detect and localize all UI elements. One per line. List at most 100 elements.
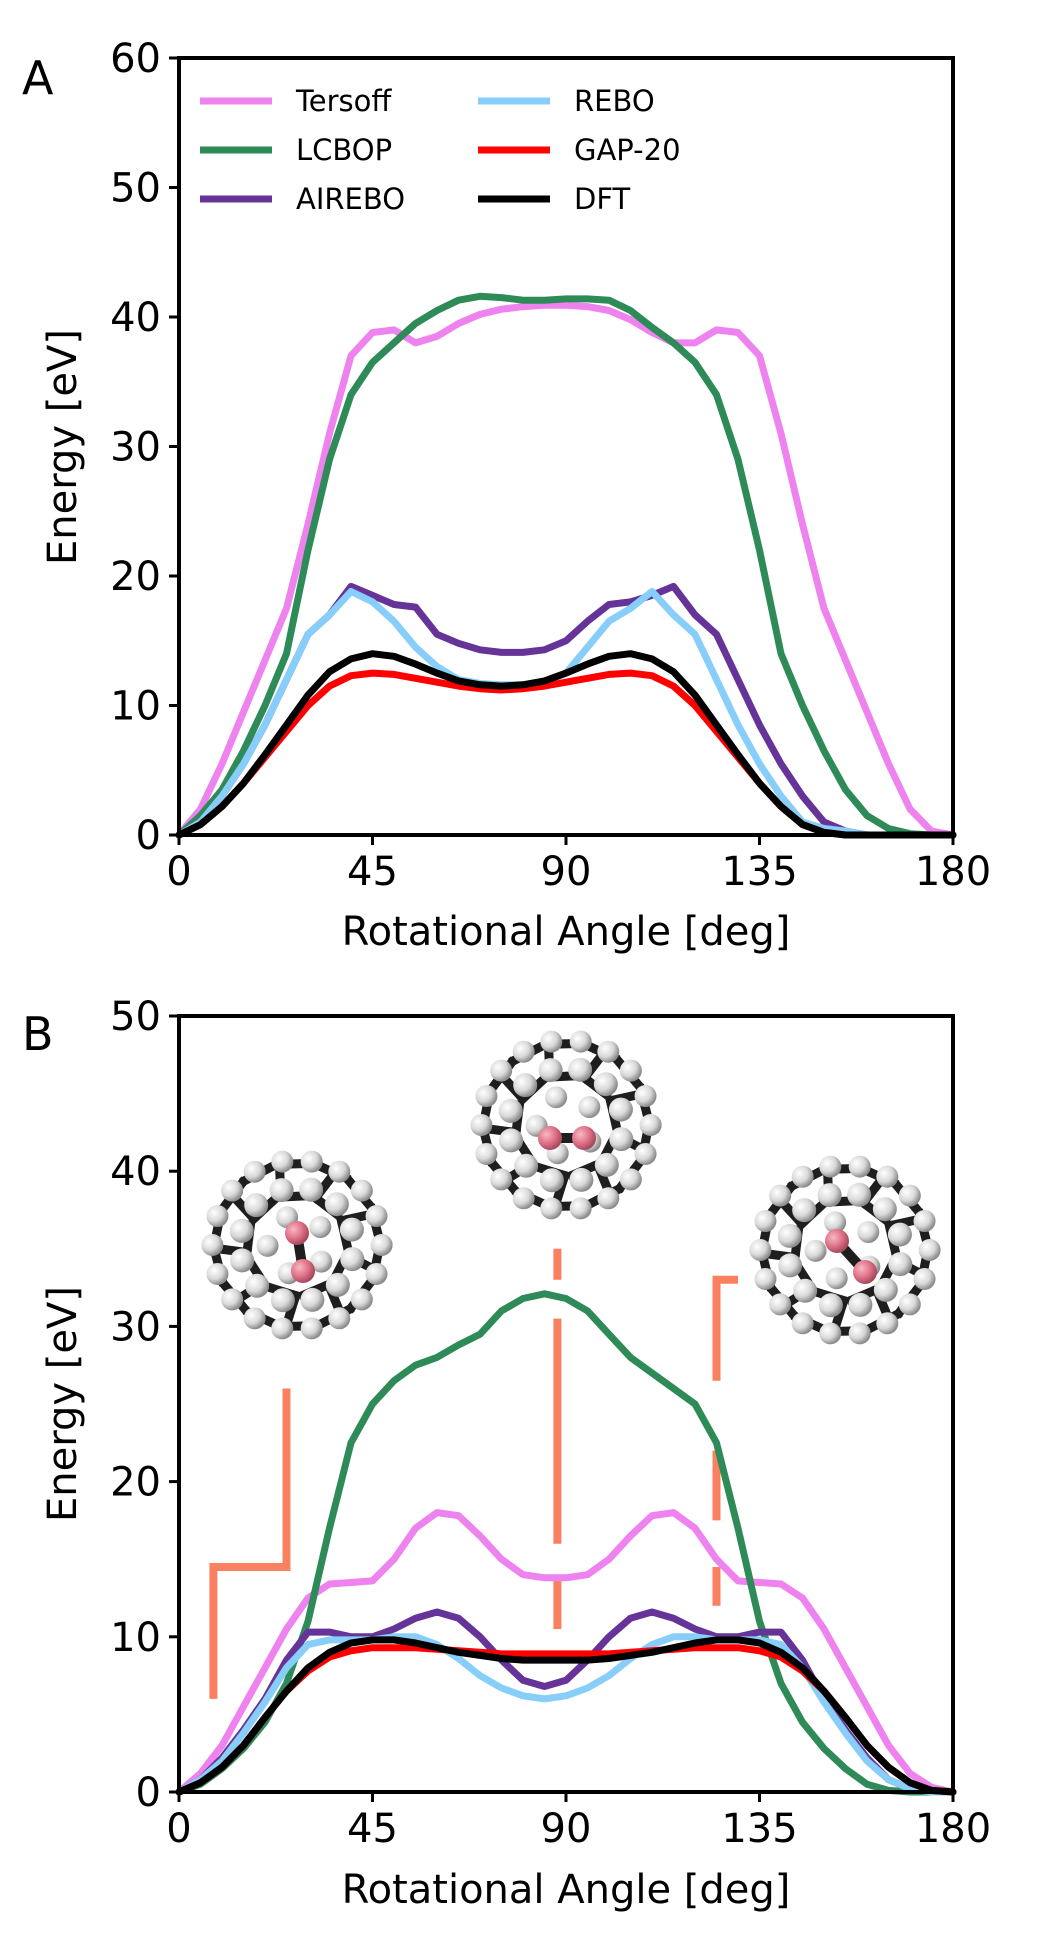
- carbon-atom: [569, 1197, 592, 1220]
- start-marker: [209, 1388, 291, 1699]
- carbon-atom: [594, 1152, 619, 1177]
- series-line-tersoff: [175, 1509, 957, 1796]
- panel-label-a: A: [22, 51, 54, 105]
- carbon-atom: [300, 1150, 323, 1173]
- carbon-atom: [778, 1253, 803, 1278]
- carbon-atom: [350, 1179, 373, 1202]
- carbon-atom: [514, 1153, 539, 1178]
- carbon-atom: [609, 1127, 634, 1152]
- carbon-atom: [848, 1322, 871, 1345]
- x-tick-label: 135: [721, 1806, 797, 1852]
- carbon-atom: [777, 1223, 802, 1248]
- y-tick-label: 40: [110, 1149, 161, 1195]
- panel-a-ticks: 0 45 90 135 180 0 10 20 30 40 50 60: [110, 36, 991, 895]
- y-tick-label: 20: [110, 1460, 161, 1506]
- carbon-atom: [339, 1217, 364, 1242]
- carbon-atom: [597, 1040, 620, 1063]
- panel-b: B 0 45 90 135 180 0 10 20 30 40 50 Rotational Angl…: [22, 994, 991, 1913]
- carbon-atom: [365, 1205, 388, 1228]
- highlighted-atom: [572, 1126, 596, 1150]
- y-tick-label: 20: [110, 554, 161, 600]
- carbon-atom: [804, 1239, 827, 1262]
- carbon-atom: [512, 1187, 535, 1210]
- series-line-lcbop: [175, 292, 957, 839]
- y-tick-label: 50: [110, 166, 161, 212]
- carbon-atom: [876, 1312, 899, 1335]
- carbon-atom: [818, 1293, 843, 1318]
- legend-label: DFT: [574, 182, 631, 216]
- carbon-atom: [872, 1197, 897, 1222]
- carbon-atom: [206, 1205, 229, 1228]
- carbon-atom: [328, 1160, 351, 1183]
- carbon-atom: [221, 1179, 244, 1202]
- x-tick-label: 180: [915, 849, 991, 895]
- carbon-atom: [857, 1221, 880, 1244]
- carbon-atom: [309, 1216, 332, 1239]
- carbon-atom: [824, 1211, 847, 1234]
- carbon-atom: [310, 1250, 333, 1273]
- carbon-atom: [300, 1317, 323, 1340]
- highlighted-atom: [853, 1260, 877, 1284]
- y-tick-label: 10: [110, 684, 161, 730]
- legend-label: REBO: [574, 84, 655, 118]
- carbon-atom: [791, 1165, 814, 1188]
- carbon-atom: [229, 1218, 254, 1243]
- panel-a-legend: Tersoff LCBOP AIREBO REBO GAP-20 DFT: [200, 84, 681, 216]
- carbon-atom: [593, 1072, 618, 1097]
- fullerene-middle-image: [470, 1030, 662, 1220]
- carbon-atom: [230, 1248, 255, 1273]
- carbon-atom: [792, 1198, 817, 1223]
- carbon-atom: [769, 1184, 792, 1207]
- y-tick-label: 0: [136, 813, 161, 859]
- carbon-atom: [328, 1307, 351, 1330]
- panel-a-series: [175, 292, 957, 839]
- carbon-atom: [825, 1267, 848, 1290]
- panel-b-markers: [209, 1248, 738, 1699]
- carbon-atom: [350, 1288, 373, 1311]
- series-line-lcbop: [175, 1290, 957, 1796]
- carbon-atom: [325, 1272, 350, 1297]
- carbon-atom: [876, 1165, 899, 1188]
- carbon-atom: [206, 1262, 229, 1285]
- y-tick-label: 60: [110, 36, 161, 82]
- carbon-atom: [221, 1288, 244, 1311]
- x-tick-label: 90: [541, 1806, 592, 1852]
- carbon-atom: [300, 1287, 325, 1312]
- carbon-atom: [270, 1288, 295, 1313]
- series-line-gap-20: [175, 669, 957, 839]
- end-marker-top: [712, 1275, 738, 1381]
- y-tick-label: 30: [110, 425, 161, 471]
- carbon-atom: [634, 1142, 657, 1165]
- carbon-atom: [324, 1192, 349, 1217]
- carbon-atom: [887, 1222, 912, 1247]
- carbon-atom: [873, 1277, 898, 1302]
- carbon-atom: [848, 1292, 873, 1317]
- x-tick-label: 90: [541, 849, 592, 895]
- series-line-dft: [175, 1636, 957, 1796]
- carbon-atom: [791, 1312, 814, 1335]
- carbon-atom: [269, 1178, 294, 1203]
- highlighted-atom: [825, 1229, 849, 1253]
- carbon-atom: [540, 1197, 563, 1220]
- series-line-dft: [175, 650, 957, 839]
- x-tick-label: 0: [166, 1806, 191, 1852]
- carbon-atom: [569, 1030, 592, 1053]
- highlighted-atom: [285, 1221, 309, 1245]
- fullerene-start-image: [201, 1150, 393, 1340]
- x-tick-label: 180: [915, 1806, 991, 1852]
- series-line-tersoff: [175, 301, 957, 839]
- carbon-atom: [568, 1057, 593, 1082]
- y-tick-label: 40: [110, 295, 161, 341]
- x-tick-label: 45: [347, 1806, 398, 1852]
- carbon-atom: [499, 1128, 524, 1153]
- legend-label: LCBOP: [296, 133, 392, 167]
- carbon-atom: [608, 1097, 633, 1122]
- legend-label: GAP-20: [574, 133, 681, 167]
- carbon-atom: [498, 1098, 523, 1123]
- carbon-atom: [898, 1184, 921, 1207]
- carbon-atom: [370, 1234, 393, 1256]
- carbon-atom: [243, 1160, 266, 1183]
- carbon-atom: [754, 1210, 777, 1233]
- carbon-atom: [848, 1155, 871, 1178]
- legend-label: AIREBO: [296, 182, 405, 216]
